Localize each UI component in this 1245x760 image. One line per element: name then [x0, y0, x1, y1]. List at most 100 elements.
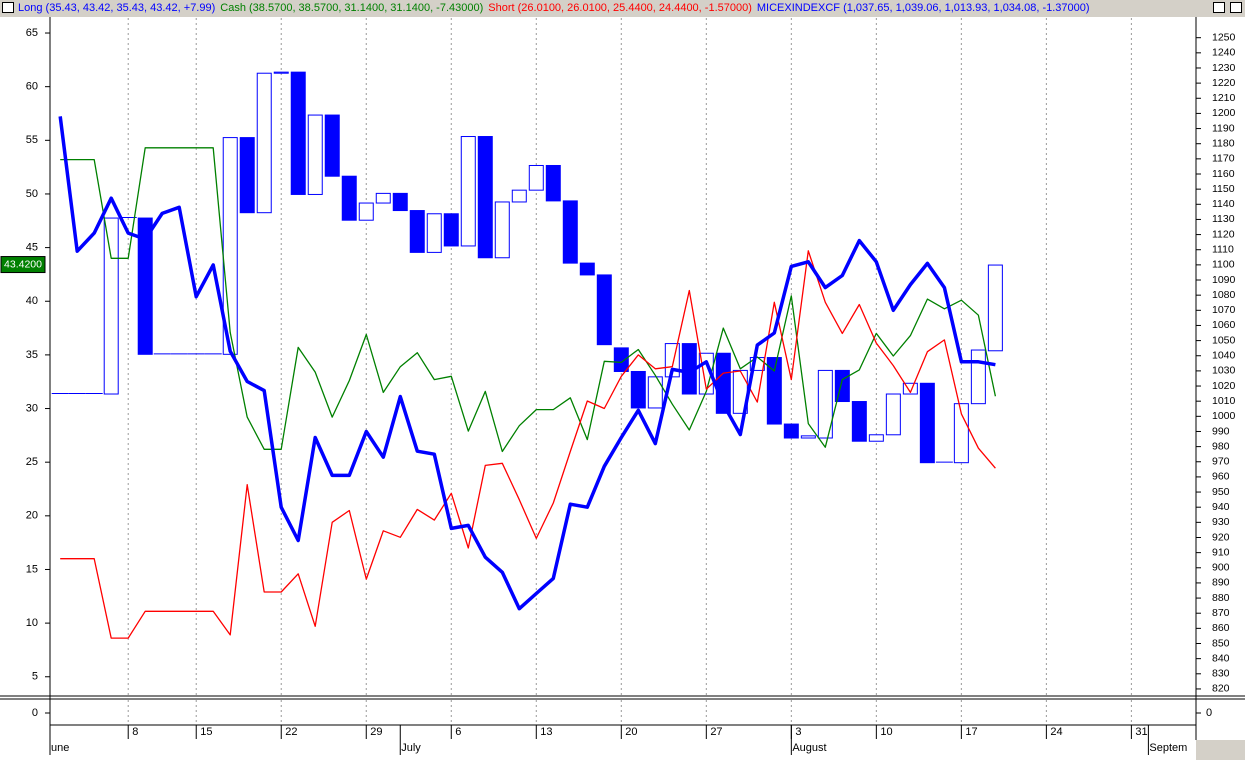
month-label: July [401, 742, 421, 754]
x-tick-label: 31 [1135, 726, 1147, 738]
candle-up [494, 201, 510, 259]
candle-down [613, 347, 629, 372]
x-tick-label: 29 [370, 726, 382, 738]
y2-tick-label: 960 [1212, 471, 1230, 483]
y2-tick-label: 930 [1212, 516, 1230, 528]
y-tick-label: 5 [32, 671, 38, 683]
line [60, 147, 997, 453]
candle-down [409, 210, 425, 253]
y2-tick-label: 1220 [1212, 77, 1236, 89]
y2-tick-label: 990 [1212, 425, 1230, 437]
y2-tick-label: 1030 [1212, 365, 1236, 377]
candle-down [324, 114, 340, 177]
last-value-tag [0, 256, 46, 274]
x-tick-label: 6 [455, 726, 461, 738]
candle-up [426, 213, 442, 253]
x-tick-label: 17 [965, 726, 977, 738]
candle-up [307, 114, 323, 195]
y2-tick-label: 1170 [1212, 153, 1235, 165]
y2-tick-label: 910 [1212, 546, 1230, 558]
legend-summary: (38.5700, 38.5700, 31.1400, 31.1400, -7.… [249, 2, 484, 14]
y2-tick-label: 1000 [1212, 410, 1236, 422]
candle-up [528, 164, 544, 191]
legend-summary: (26.0100, 26.0100, 25.4400, 24.4400, -1.… [517, 2, 752, 14]
x-tick-label: 8 [132, 726, 138, 738]
legend-name: MICEXINDEXCF [756, 2, 840, 14]
candle-up [885, 393, 901, 436]
y2-tick-label: 1240 [1212, 47, 1236, 59]
y-tick-label: 45 [26, 242, 38, 254]
y-tick-label: 50 [26, 188, 38, 200]
legend: Long (35.43, 43.42, 35.43, 43.42, +7.99)… [18, 0, 1095, 17]
y2-tick-label: 840 [1212, 652, 1230, 664]
candle-up [647, 376, 663, 409]
candle-down [477, 136, 493, 259]
candle-up [256, 72, 272, 214]
x-tick-label: 3 [795, 726, 801, 738]
candle-up [953, 403, 969, 464]
candle-down [783, 423, 799, 439]
y2-tick-label: 1190 [1212, 122, 1235, 134]
candle-down [239, 137, 255, 214]
y-tick-label: 25 [26, 456, 38, 468]
legend-entry: Cash (38.5700, 38.5700, 31.1400, 31.1400… [220, 2, 483, 14]
candle-up [970, 349, 986, 405]
candle-down [919, 382, 935, 464]
candle-up [103, 217, 119, 395]
candle-down [443, 213, 459, 247]
legend-name: Cash [220, 2, 246, 14]
candle-down [630, 370, 646, 409]
close-button[interactable] [1230, 2, 1242, 13]
candle-up [273, 71, 289, 74]
y2-tick-label: 860 [1212, 622, 1230, 634]
month-label: une [51, 742, 69, 754]
y2-tick-label: 1020 [1212, 380, 1236, 392]
candle-down [290, 71, 306, 195]
candle-down [851, 401, 867, 442]
y2-tick-label: 920 [1212, 531, 1230, 543]
candle-up [987, 264, 1003, 352]
y-tick-label: 55 [26, 134, 38, 146]
legend-entry: Short (26.0100, 26.0100, 25.4400, 24.440… [488, 2, 752, 14]
y2-tick-label: 1250 [1212, 31, 1236, 43]
legend-name: Long [18, 2, 43, 14]
line [58, 116, 996, 611]
y-tick-label: 30 [26, 402, 38, 414]
y2-tick-label: 870 [1212, 607, 1230, 619]
legend-entry: MICEXINDEXCF (1,037.65, 1,039.06, 1,013.… [757, 2, 1090, 14]
x-tick-label: 15 [200, 726, 212, 738]
candle-down [596, 274, 612, 346]
y-tick-label: 10 [26, 617, 38, 629]
line [60, 250, 996, 639]
x-tick-label: 22 [285, 726, 297, 738]
y2-tick-label: 1080 [1212, 289, 1236, 301]
candle-up [902, 382, 918, 395]
y2-tick-label: 880 [1212, 592, 1230, 604]
y-tick-label: 40 [26, 295, 38, 307]
maximize-button[interactable] [1213, 2, 1225, 13]
legend-bar: Long (35.43, 43.42, 35.43, 43.42, +7.99)… [0, 0, 1245, 17]
y2-tick-label: 1120 [1212, 228, 1235, 240]
corner [1196, 740, 1245, 760]
y-tick-label: 35 [26, 349, 38, 361]
legend-name: Short [488, 2, 515, 14]
y2-tick-label: 1150 [1212, 183, 1235, 195]
x-tick-label: 24 [1050, 726, 1062, 738]
y2-tick-label: 1100 [1212, 259, 1235, 271]
candle-up [868, 434, 884, 442]
candle-down [137, 217, 153, 355]
window-icon [2, 2, 14, 13]
candle-down [392, 192, 408, 212]
y2-tick-label: 1200 [1212, 107, 1236, 119]
x-tick-label: 20 [625, 726, 637, 738]
y-tick-label: 60 [26, 81, 38, 93]
candle-down [341, 175, 357, 221]
x-tick-label: 13 [540, 726, 552, 738]
candle-up [511, 189, 527, 203]
y-tick-label: 20 [26, 510, 38, 522]
y2-tick-label: 1110 [1212, 244, 1234, 256]
y2-tick-label: 1040 [1212, 350, 1236, 362]
last-value-label: 43.4200 [4, 258, 42, 270]
